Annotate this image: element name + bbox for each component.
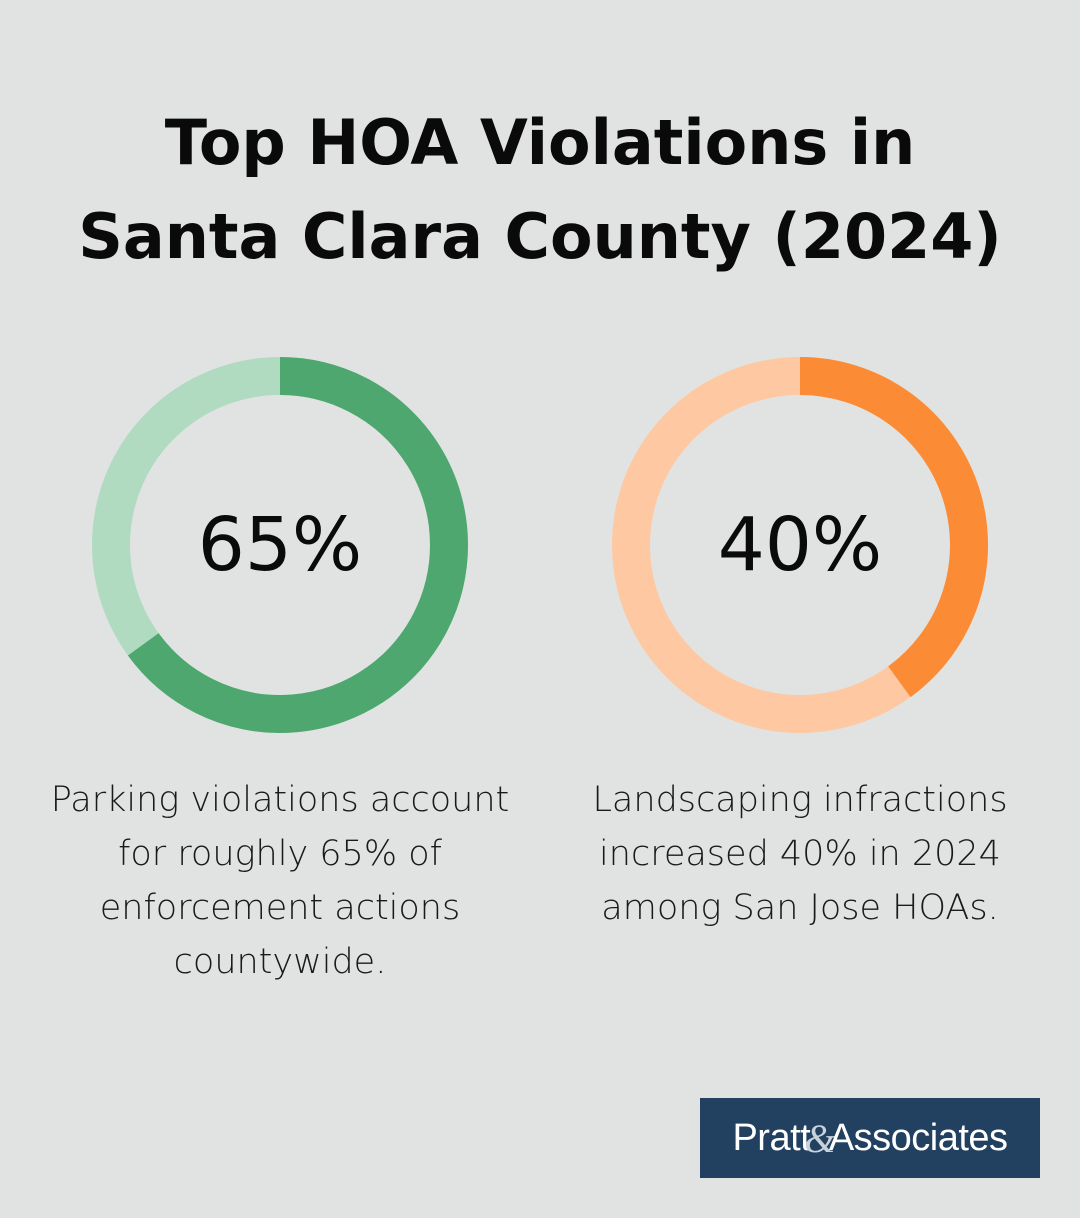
donut-svg-parking [92, 357, 468, 733]
donut-chart-parking: 65% [90, 355, 470, 735]
title-line-1: Top HOA Violations in [164, 106, 916, 179]
donut-value-landscaping: 40% [717, 502, 883, 588]
page-title: Top HOA Violations in Santa Clara County… [0, 96, 1080, 284]
stat-parking: 65% Parking violations account for rough… [20, 355, 540, 989]
caption-landscaping: Landscaping infractions increased 40% in… [592, 780, 1008, 928]
logo-ampersand: & [804, 1115, 835, 1161]
company-logo: Pratt & Associates [700, 1098, 1040, 1178]
donut-arc-parking [127, 357, 468, 733]
logo-text-pratt: Pratt [732, 1116, 811, 1159]
donut-arc-landscaping [799, 357, 988, 698]
logo-text-associates: Associates [828, 1116, 1008, 1159]
caption-parking: Parking violations account for roughly 6… [50, 780, 510, 982]
donut-chart-landscaping: 40% [610, 355, 990, 735]
donut-value-parking: 65% [197, 502, 363, 588]
donut-svg-landscaping [612, 357, 988, 733]
stat-landscaping: 40% Landscaping infractions increased 40… [540, 355, 1060, 935]
title-line-2: Santa Clara County (2024) [78, 200, 1002, 273]
